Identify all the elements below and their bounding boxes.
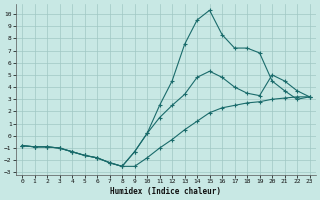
X-axis label: Humidex (Indice chaleur): Humidex (Indice chaleur) (110, 187, 221, 196)
